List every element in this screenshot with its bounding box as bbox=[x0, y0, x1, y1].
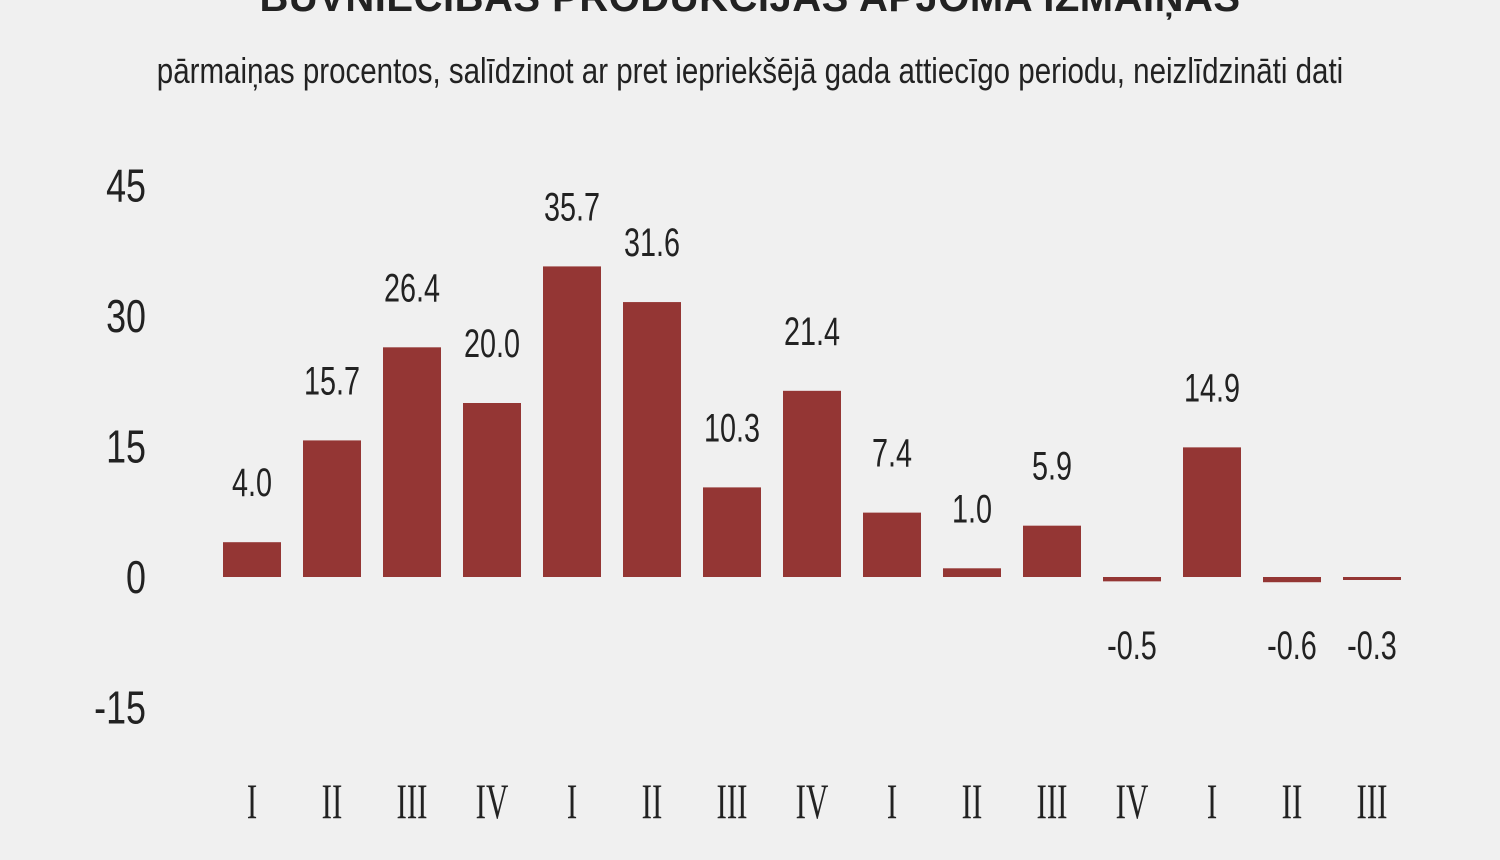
data-label: -0.3 bbox=[1347, 623, 1397, 668]
data-label: 7.4 bbox=[872, 431, 912, 476]
x-tick-label: I bbox=[247, 774, 257, 829]
data-label: 5.9 bbox=[1032, 444, 1072, 489]
x-tick-label: II bbox=[962, 774, 983, 829]
x-tick-label: IV bbox=[796, 774, 829, 829]
x-tick-label: I bbox=[887, 774, 897, 829]
bar bbox=[223, 542, 281, 577]
chart-subtitle: pārmaiņas procentos, salīdzinot ar pret … bbox=[156, 50, 1344, 91]
bar bbox=[1183, 447, 1241, 577]
bar bbox=[543, 266, 601, 577]
bar bbox=[863, 512, 921, 577]
y-tick-label: -15 bbox=[94, 682, 146, 733]
x-tick-label: II bbox=[642, 774, 663, 829]
data-label: 31.6 bbox=[624, 221, 680, 266]
bar bbox=[303, 440, 361, 577]
bar bbox=[1263, 577, 1321, 583]
data-label: -0.6 bbox=[1267, 623, 1317, 668]
data-label: 20.0 bbox=[464, 321, 520, 366]
value-labels: 4.0 15.7 26.4 20.0 35.7 31.6 10.3 21.4 7.4 1.0 5.9… bbox=[232, 185, 1397, 668]
data-label: 14.9 bbox=[1184, 366, 1240, 411]
data-label: 10.3 bbox=[704, 406, 760, 451]
bar bbox=[1343, 577, 1401, 580]
data-label: 26.4 bbox=[384, 266, 440, 311]
x-tick-label: III bbox=[1357, 774, 1388, 829]
chart-title: BŪVNIECĪBAS PRODUKCIJAS APJOMA IZMAIŅAS bbox=[0, 0, 1500, 21]
x-tick-label: IV bbox=[1116, 774, 1149, 829]
data-label: -0.5 bbox=[1107, 623, 1157, 668]
x-tick-label: II bbox=[322, 774, 343, 829]
x-tick-label: I bbox=[567, 774, 577, 829]
bar bbox=[783, 390, 841, 577]
data-label: 15.7 bbox=[304, 359, 360, 404]
x-axis: I II III IV I II III IV I II III IV I II III bbox=[247, 774, 1388, 829]
bar bbox=[383, 347, 441, 577]
data-label: 4.0 bbox=[232, 461, 272, 506]
bar bbox=[463, 403, 521, 577]
bar bbox=[943, 568, 1001, 577]
x-tick-label: III bbox=[1037, 774, 1068, 829]
y-axis: 45 30 15 0 -15 bbox=[94, 160, 146, 733]
x-tick-label: III bbox=[397, 774, 428, 829]
x-tick-label: IV bbox=[476, 774, 509, 829]
data-label: 35.7 bbox=[544, 185, 600, 230]
bar bbox=[1023, 525, 1081, 577]
bars bbox=[223, 266, 1401, 583]
y-tick-label: 45 bbox=[106, 160, 146, 211]
bar bbox=[623, 302, 681, 577]
data-label: 21.4 bbox=[784, 309, 840, 354]
bar bbox=[703, 487, 761, 577]
y-tick-label: 30 bbox=[106, 291, 146, 342]
y-tick-label: 0 bbox=[126, 552, 146, 603]
data-label: 1.0 bbox=[952, 487, 992, 532]
y-tick-label: 15 bbox=[106, 421, 146, 472]
x-tick-label: III bbox=[717, 774, 748, 829]
x-tick-label: II bbox=[1282, 774, 1303, 829]
x-tick-label: I bbox=[1207, 774, 1217, 829]
bar bbox=[1103, 577, 1161, 582]
